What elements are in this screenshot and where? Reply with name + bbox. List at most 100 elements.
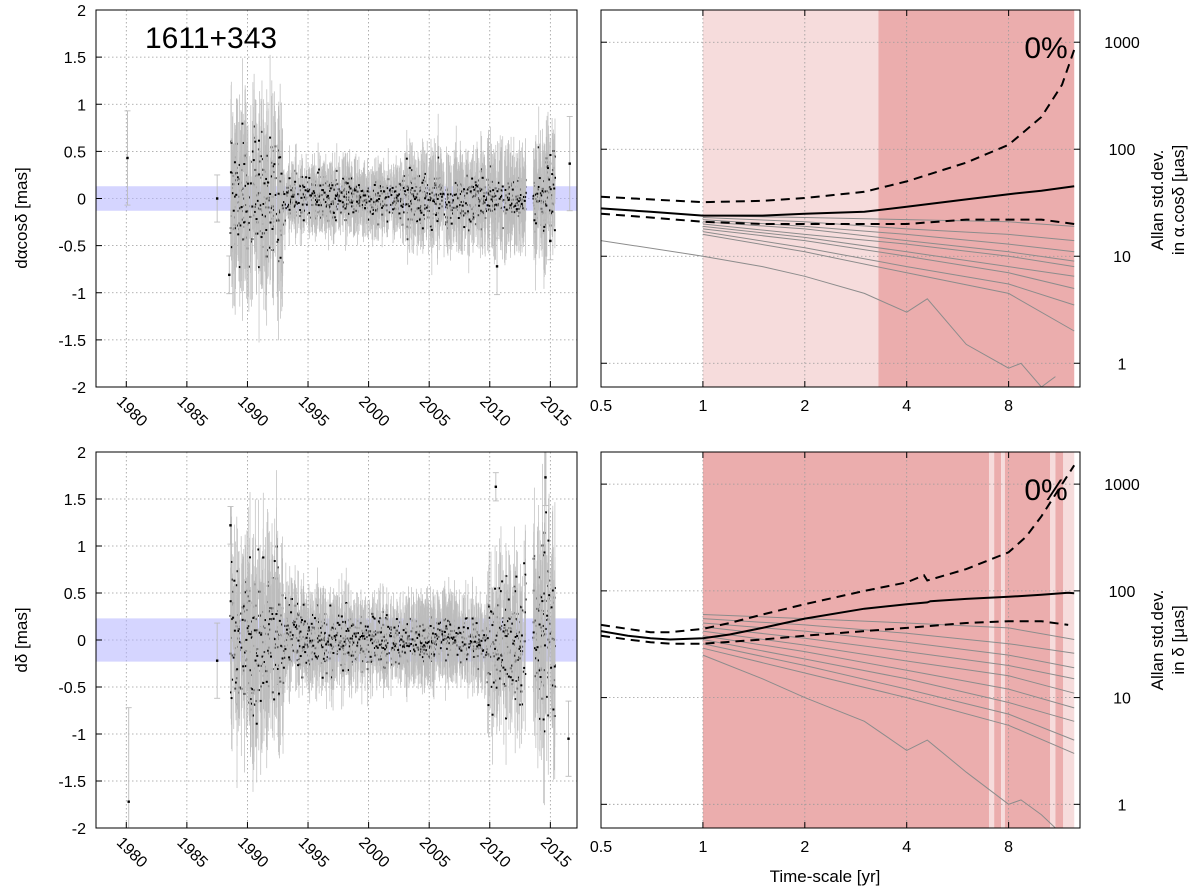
ra-ts-point <box>265 228 268 231</box>
dec-ts-point <box>331 626 334 629</box>
dec-ts-point <box>371 642 374 645</box>
dec-ts-point <box>285 639 288 642</box>
dec-ts-point <box>250 702 253 705</box>
dec-ts-point <box>392 643 395 646</box>
dec-ts-point <box>271 691 274 694</box>
ra-allan-thin-curve <box>702 223 1075 268</box>
ra-ts-point <box>352 211 355 214</box>
dec-ts-point <box>311 613 314 616</box>
ra-ts-point <box>437 185 440 188</box>
dec-ts-point <box>234 681 237 684</box>
ra-ts-point <box>469 220 472 223</box>
dec-ts-point <box>324 660 327 663</box>
dec-ts-point <box>380 658 383 661</box>
ra-ts-point <box>499 196 502 199</box>
ra-ts-point <box>305 176 308 179</box>
ra-ts-point <box>541 189 544 192</box>
ra-ts-point <box>441 195 444 198</box>
ra-ts-point <box>334 198 337 201</box>
ra-ts-point <box>406 211 409 214</box>
dec-ts-point <box>351 635 354 638</box>
dec-ts-point <box>349 637 352 640</box>
ra-ts-point <box>409 218 412 221</box>
ra-ts-point <box>241 122 244 125</box>
ra-ts-point <box>300 175 303 178</box>
dec-ts-point <box>316 641 319 644</box>
dec-ts-point <box>276 626 279 629</box>
ra-ts-point <box>368 200 371 203</box>
dec-ts-point <box>297 625 300 628</box>
dec-ts-point <box>238 686 241 689</box>
ra-ts-point <box>349 187 352 190</box>
ra-ts-point <box>311 192 314 195</box>
ra-ts-point <box>330 200 333 203</box>
dec-ts-point <box>336 631 339 634</box>
dec-ts-point <box>302 635 305 638</box>
ra-ts-point <box>308 176 311 179</box>
ra-ts-point <box>269 221 272 224</box>
ra-ts-point <box>409 200 412 203</box>
ra-ts-point <box>314 199 317 202</box>
dec-ts-point <box>343 620 346 623</box>
ra-ts-point <box>373 183 376 186</box>
ra-ts-point <box>364 194 367 197</box>
dec-ts-point <box>380 626 383 629</box>
ra-ts-point <box>493 192 496 195</box>
ra-ts-point <box>302 219 305 222</box>
dec-ts-point <box>257 664 260 667</box>
ra-ts-point <box>245 210 248 213</box>
ra-ts-point <box>405 203 408 206</box>
ra-ts-point <box>422 214 425 217</box>
ra-ts-point <box>404 190 407 193</box>
ra-ts-point <box>329 187 332 190</box>
ra-ts-point <box>316 199 319 202</box>
ra-ts-point <box>272 208 275 211</box>
ra-ts-point <box>400 204 403 207</box>
dec-ts-point <box>337 614 340 617</box>
ra-ts-point <box>325 205 328 208</box>
ra-ts-point <box>446 193 449 196</box>
dec-ts-point <box>368 630 371 633</box>
dec-ts-point <box>388 634 391 637</box>
ra-ts-point <box>246 182 249 185</box>
dec-ts-point <box>269 655 272 658</box>
ra-ts-point <box>330 203 333 206</box>
ra-ts-point <box>341 201 344 204</box>
dec-ts-point <box>318 634 321 637</box>
dec-ts-point <box>342 648 345 651</box>
ra-ts-point <box>420 211 423 214</box>
dec-ts-point <box>344 643 347 646</box>
ra-ts-point <box>511 194 514 197</box>
ra-ts-point <box>284 207 287 210</box>
ra-ts-point <box>385 209 388 212</box>
dec-ts-point <box>396 649 399 652</box>
dec-ts-point <box>322 657 325 660</box>
ra-ts-point <box>518 197 521 200</box>
ra-ts-point <box>406 225 409 228</box>
dec-ts-point <box>401 645 404 648</box>
dec-ts-point <box>398 631 401 634</box>
ra-ts-point <box>423 204 426 207</box>
ra-ts-point <box>371 213 374 216</box>
ra-ts-point <box>430 228 433 231</box>
ra-ts-point <box>277 260 280 263</box>
ra-ts-points <box>124 54 573 343</box>
ra-ts-point <box>378 197 381 200</box>
ra-ts-point <box>497 203 500 206</box>
ra-ts-point <box>463 188 466 191</box>
dec-ts-point <box>237 628 240 631</box>
dec-ts-point <box>330 636 333 639</box>
ra-ts-point <box>506 209 509 212</box>
dec-ts-point <box>361 636 364 639</box>
ra-ts-point <box>524 191 527 194</box>
ra-ts-point <box>409 180 412 183</box>
ra-ts-point <box>281 204 284 207</box>
ra-ts-point <box>482 195 485 198</box>
ra-ts-point <box>126 156 129 160</box>
dec-ts-point <box>342 669 345 672</box>
dec-ts-point <box>277 692 280 695</box>
ra-ts-point <box>429 196 432 199</box>
dec-ts-point <box>251 714 254 717</box>
dec-ts-point <box>394 632 397 635</box>
ra-ts-point <box>354 189 357 192</box>
